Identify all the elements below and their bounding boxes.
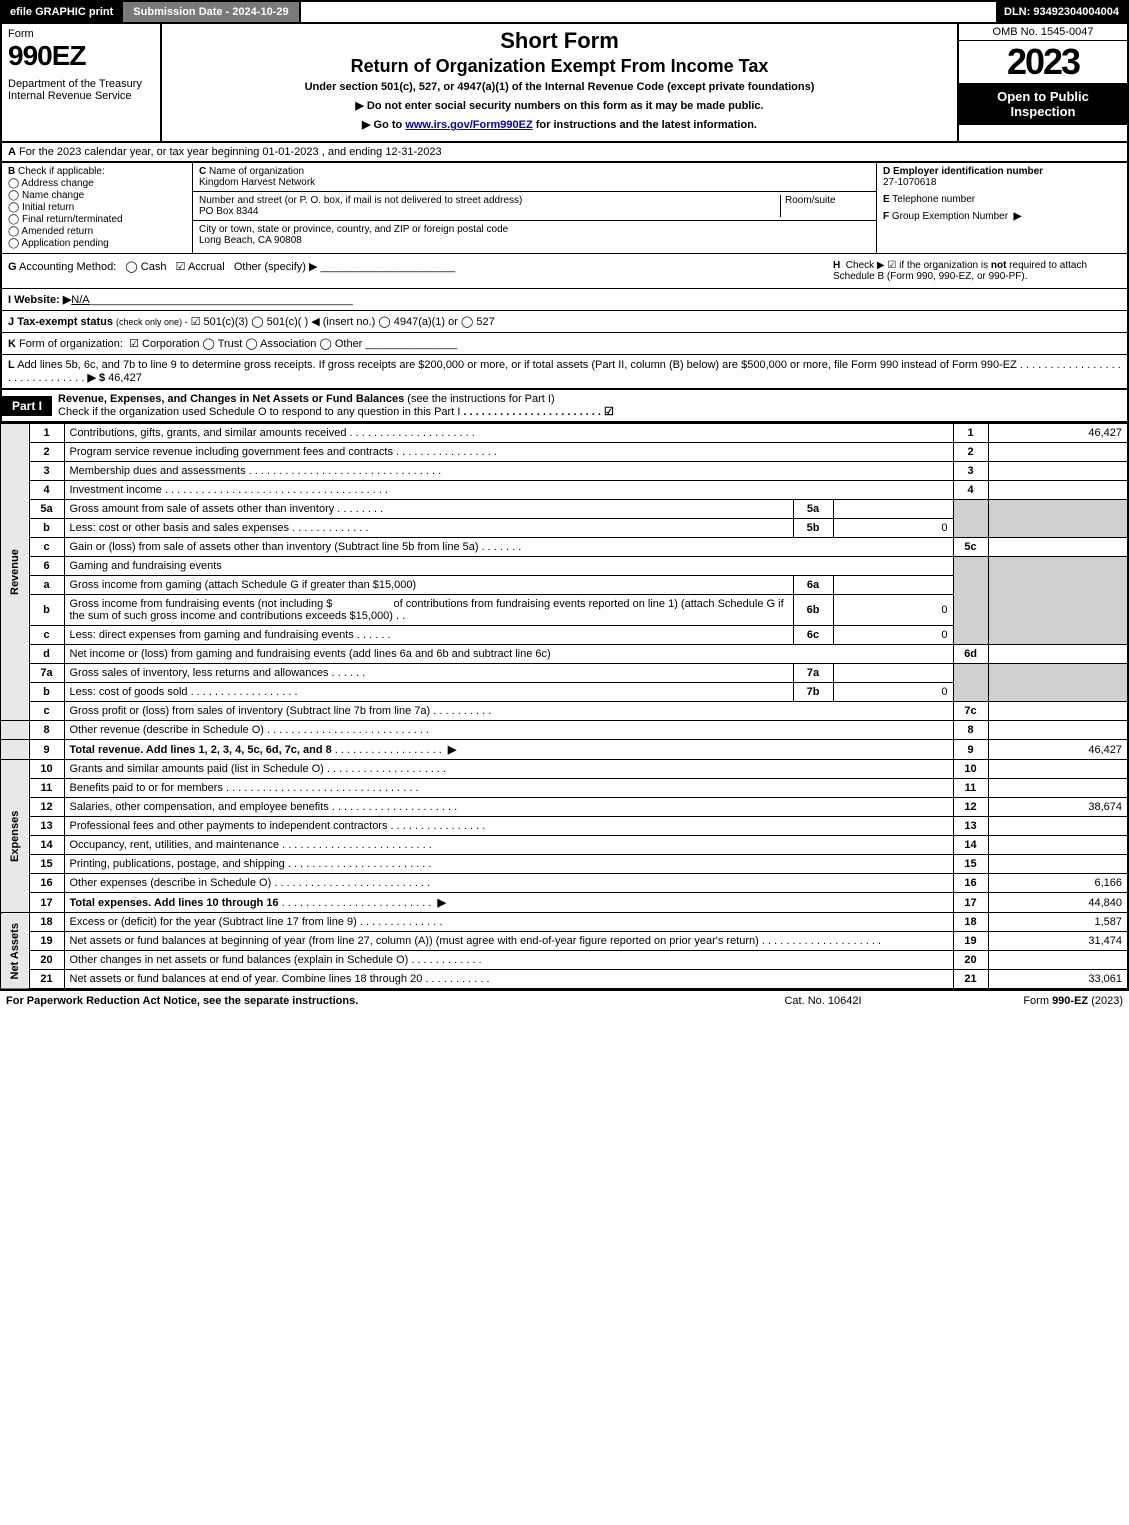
section-k: K Form of organization: ☑ Corporation ◯ …: [0, 333, 1129, 355]
section-gh: G Accounting Method: ◯ Cash ☑ Accrual Ot…: [0, 254, 1129, 289]
tax-exempt-opts[interactable]: ☑ 501(c)(3) ◯ 501(c)( ) ◀ (insert no.) ◯…: [191, 316, 495, 328]
part-1-table: Revenue 1Contributions, gifts, grants, a…: [0, 423, 1129, 990]
under-section: Under section 501(c), 527, or 4947(a)(1)…: [170, 81, 949, 93]
final-return-checkbox[interactable]: ◯ Final return/terminated: [8, 214, 186, 225]
city-state-zip: Long Beach, CA 90808: [199, 235, 302, 246]
form-org-opts[interactable]: ☑ Corporation ◯ Trust ◯ Association ◯ Ot…: [129, 338, 362, 350]
line-9-val: 46,427: [988, 740, 1128, 760]
goto-instr: ▶ Go to www.irs.gov/Form990EZ for instru…: [170, 118, 949, 131]
form-ref: Form 990-EZ (2023): [923, 995, 1123, 1007]
header-center: Short Form Return of Organization Exempt…: [162, 24, 957, 141]
no-ssn: ▶ Do not enter social security numbers o…: [170, 99, 949, 112]
name-change-checkbox[interactable]: ◯ Name change: [8, 190, 186, 201]
cash-option[interactable]: ◯ Cash: [125, 261, 166, 273]
section-l: L Add lines 5b, 6c, and 7b to line 9 to …: [0, 355, 1129, 390]
paperwork-notice: For Paperwork Reduction Act Notice, see …: [6, 995, 723, 1007]
tax-year: 2023: [959, 41, 1127, 83]
line-1-val: 46,427: [988, 424, 1128, 443]
part-1-label: Part I: [2, 396, 52, 416]
revenue-label: Revenue: [1, 424, 29, 721]
section-def: D Employer identification number27-10706…: [877, 163, 1127, 253]
accrual-option[interactable]: ☑ Accrual: [176, 261, 225, 273]
line-18-val: 1,587: [988, 913, 1128, 932]
section-a: A For the 2023 calendar year, or tax yea…: [0, 143, 1129, 163]
amended-return-checkbox[interactable]: ◯ Amended return: [8, 226, 186, 237]
form-label: Form: [8, 28, 154, 40]
section-b: B Check if applicable: ◯ Address change …: [2, 163, 192, 253]
submission-date: Submission Date - 2024-10-29: [121, 2, 300, 22]
section-i: I Website: ▶N/A_________________________…: [0, 289, 1129, 311]
dln: DLN: 93492304004004: [996, 2, 1127, 22]
line-12-val: 38,674: [988, 798, 1128, 817]
header-left: Form 990EZ Department of the Treasury In…: [2, 24, 162, 141]
ein: 27-1070618: [883, 177, 936, 188]
form-number: 990EZ: [8, 40, 154, 72]
section-j: J Tax-exempt status (check only one) - ☑…: [0, 311, 1129, 333]
section-g: G Accounting Method: ◯ Cash ☑ Accrual Ot…: [2, 254, 827, 288]
section-c: C Name of organization Kingdom Harvest N…: [192, 163, 877, 253]
footer: For Paperwork Reduction Act Notice, see …: [0, 990, 1129, 1011]
section-a-text: For the 2023 calendar year, or tax year …: [19, 146, 442, 158]
return-title: Return of Organization Exempt From Incom…: [170, 56, 949, 77]
app-pending-checkbox[interactable]: ◯ Application pending: [8, 238, 186, 249]
topbar: efile GRAPHIC print Submission Date - 20…: [0, 0, 1129, 24]
website: N/A: [71, 294, 89, 306]
part-1-header: Part I Revenue, Expenses, and Changes in…: [0, 390, 1129, 423]
room-suite: Room/suite: [780, 195, 870, 217]
section-bcd: B Check if applicable: ◯ Address change …: [0, 163, 1129, 254]
expenses-label: Expenses: [1, 760, 29, 913]
other-option[interactable]: Other (specify) ▶: [234, 261, 318, 273]
section-h: H Check ▶ ☑ if the organization is not r…: [827, 254, 1127, 288]
line-19-val: 31,474: [988, 932, 1128, 951]
header: Form 990EZ Department of the Treasury In…: [0, 24, 1129, 143]
dept-line: Department of the Treasury: [8, 78, 154, 90]
street: PO Box 8344: [199, 206, 258, 217]
schedule-o-check[interactable]: ☑: [604, 406, 614, 418]
goto-link[interactable]: www.irs.gov/Form990EZ: [405, 119, 532, 131]
short-form: Short Form: [170, 28, 949, 54]
line-16-val: 6,166: [988, 874, 1128, 893]
efile-print[interactable]: efile GRAPHIC print: [2, 2, 121, 22]
addr-change-checkbox[interactable]: ◯ Address change: [8, 178, 186, 189]
initial-return-checkbox[interactable]: ◯ Initial return: [8, 202, 186, 213]
omb: OMB No. 1545-0047: [959, 24, 1127, 41]
irs-line: Internal Revenue Service: [8, 90, 154, 102]
org-name: Kingdom Harvest Network: [199, 177, 315, 188]
line-17-val: 44,840: [988, 893, 1128, 913]
open-public: Open to Public Inspection: [959, 83, 1127, 125]
cat-no: Cat. No. 10642I: [723, 995, 923, 1007]
gross-receipts: 46,427: [108, 372, 142, 384]
header-right: OMB No. 1545-0047 2023 Open to Public In…: [957, 24, 1127, 141]
line-21-val: 33,061: [988, 970, 1128, 990]
netassets-label: Net Assets: [1, 913, 29, 990]
